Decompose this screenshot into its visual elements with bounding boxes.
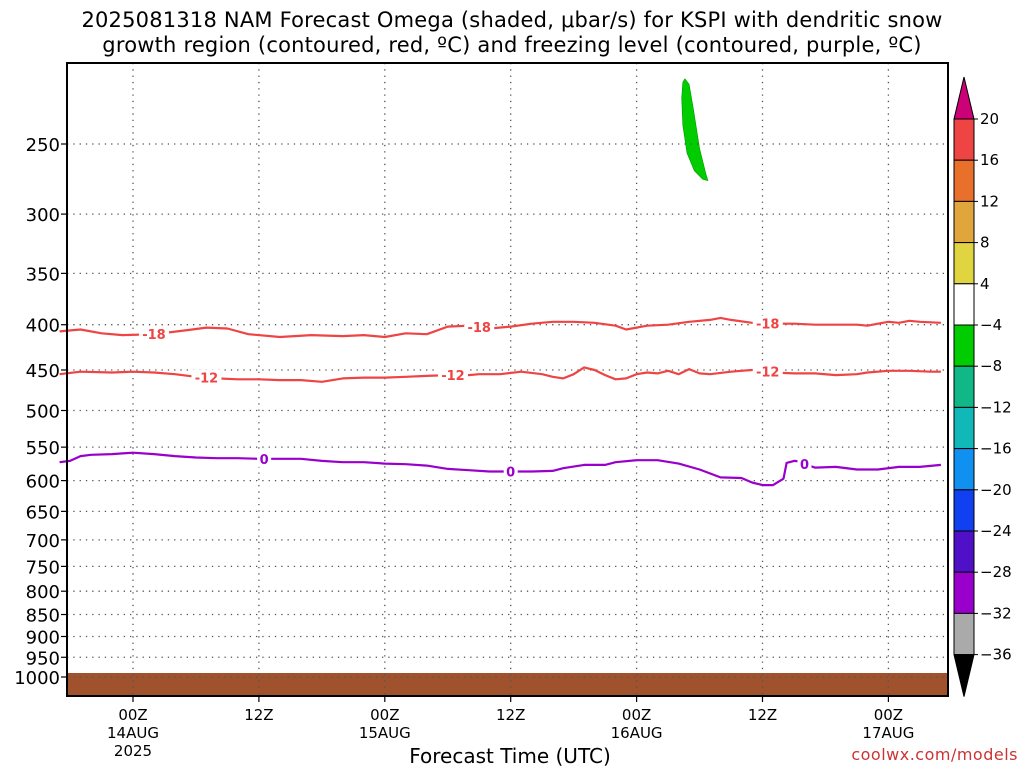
y-tick-label: 700 bbox=[26, 531, 60, 552]
colorbar-label: −20 bbox=[980, 481, 1012, 499]
y-tick-label: 550 bbox=[26, 438, 60, 459]
chart-title-line-1: 2025081318 NAM Forecast Omega (shaded, μ… bbox=[81, 8, 943, 32]
contour-label: 0 bbox=[506, 466, 515, 481]
x-tick-label: 17AUG bbox=[862, 724, 914, 742]
y-tick-label: 850 bbox=[26, 606, 60, 627]
x-axis-title: Forecast Time (UTC) bbox=[409, 744, 611, 768]
contour-label: -12 bbox=[756, 365, 780, 380]
contour-label-background bbox=[138, 326, 169, 343]
y-tick-label: 800 bbox=[26, 582, 60, 603]
y-tick-label: 250 bbox=[26, 135, 60, 156]
contour-label: -12 bbox=[195, 372, 219, 387]
contour-label-background bbox=[797, 456, 812, 473]
omega-shaded-region bbox=[681, 78, 709, 182]
colorbar-swatch bbox=[953, 530, 975, 573]
y-tick-label: 300 bbox=[26, 205, 60, 226]
colorbar-label: −24 bbox=[980, 522, 1012, 540]
plot-border bbox=[66, 62, 949, 697]
y-tick-label: 500 bbox=[26, 402, 60, 423]
contour-line bbox=[59, 316, 941, 339]
contour-label: -18 bbox=[467, 321, 491, 336]
colorbar-label: −28 bbox=[980, 563, 1012, 581]
contour-label: 0 bbox=[260, 453, 269, 468]
colorbar-swatch bbox=[953, 242, 975, 285]
contour-label-background bbox=[437, 367, 468, 384]
y-tick-label: 450 bbox=[26, 361, 60, 382]
source-credit: coolwx.com/models bbox=[851, 745, 1018, 764]
x-tick-label: 12Z bbox=[496, 706, 525, 724]
y-tick-label: 600 bbox=[26, 472, 60, 493]
colorbar-swatch bbox=[953, 448, 975, 491]
colorbar-swatch bbox=[953, 118, 975, 161]
colorbar-label: 20 bbox=[980, 110, 999, 128]
contour-label-background bbox=[191, 369, 222, 386]
colorbar-swatch bbox=[953, 612, 975, 656]
contour-label-background bbox=[752, 363, 783, 380]
x-tick-label: 00Z bbox=[370, 706, 399, 724]
omega-shading-layer bbox=[681, 78, 709, 182]
x-tick-label: 00Z bbox=[118, 706, 147, 724]
x-tick-label: 12Z bbox=[748, 706, 777, 724]
x-tick-label: 00Z bbox=[874, 706, 903, 724]
contour-layer: -18 -18 -18 -12 -12 -12 0 0 0 bbox=[59, 315, 942, 487]
colorbar-label: 12 bbox=[980, 192, 999, 210]
x-tick-label: 14AUG bbox=[107, 724, 159, 742]
contour-label: -18 bbox=[756, 318, 780, 333]
x-tick-label: 12Z bbox=[244, 706, 273, 724]
y-tick-label: 950 bbox=[26, 648, 60, 669]
y-axis: 2503003504004505005506006507007508008509… bbox=[14, 135, 67, 689]
contour-label: -18 bbox=[142, 328, 166, 343]
colorbar-swatch bbox=[953, 406, 975, 450]
y-tick-label: 1000 bbox=[14, 668, 60, 689]
x-tick-label: 2025 bbox=[114, 742, 152, 760]
contour-label-background bbox=[503, 463, 518, 480]
colorbar-label: −4 bbox=[980, 316, 1002, 334]
colorbar-swatch bbox=[953, 365, 975, 408]
colorbar-swatch bbox=[953, 200, 975, 244]
contour-label: -12 bbox=[441, 369, 465, 384]
colorbar-label: −36 bbox=[980, 646, 1012, 664]
ground-fill bbox=[67, 673, 948, 696]
chart-title-line-2: growth region (contoured, red, ºC) and f… bbox=[102, 33, 922, 57]
colorbar-swatch bbox=[953, 324, 975, 367]
ground-layer bbox=[67, 673, 948, 696]
colorbar-label: −8 bbox=[980, 357, 1002, 375]
colorbar-label: 16 bbox=[980, 151, 999, 169]
colorbar-label: −12 bbox=[980, 398, 1012, 416]
x-tick-label: 15AUG bbox=[359, 724, 411, 742]
colorbar-label: −16 bbox=[980, 440, 1012, 458]
contour-label: 0 bbox=[800, 458, 809, 473]
colorbar-legend: 20 16 12 8 4 −4 −8 −12 −16 −20 −24 −28 −32 −36 bbox=[953, 76, 1012, 697]
colorbar-extension-bottom bbox=[953, 654, 975, 697]
x-tick-label: 16AUG bbox=[611, 724, 663, 742]
y-tick-label: 650 bbox=[26, 502, 60, 523]
colorbar-swatch bbox=[953, 283, 975, 326]
colorbar-label: 4 bbox=[980, 275, 990, 293]
contour-label-background bbox=[752, 315, 783, 332]
y-tick-label: 900 bbox=[26, 627, 60, 648]
colorbar-label: −32 bbox=[980, 604, 1012, 622]
colorbar-swatch bbox=[953, 571, 975, 614]
contour-label-background bbox=[257, 450, 272, 467]
colorbar-swatch bbox=[953, 489, 975, 532]
contour-label-background bbox=[464, 319, 495, 336]
y-tick-label: 350 bbox=[26, 264, 60, 285]
y-tick-label: 750 bbox=[26, 557, 60, 578]
colorbar-extension-top bbox=[953, 76, 975, 120]
colorbar-label: 8 bbox=[980, 234, 990, 252]
x-tick-label: 00Z bbox=[622, 706, 651, 724]
y-tick-label: 400 bbox=[26, 316, 60, 337]
colorbar-swatch bbox=[953, 159, 975, 202]
plot-frame bbox=[66, 62, 949, 697]
